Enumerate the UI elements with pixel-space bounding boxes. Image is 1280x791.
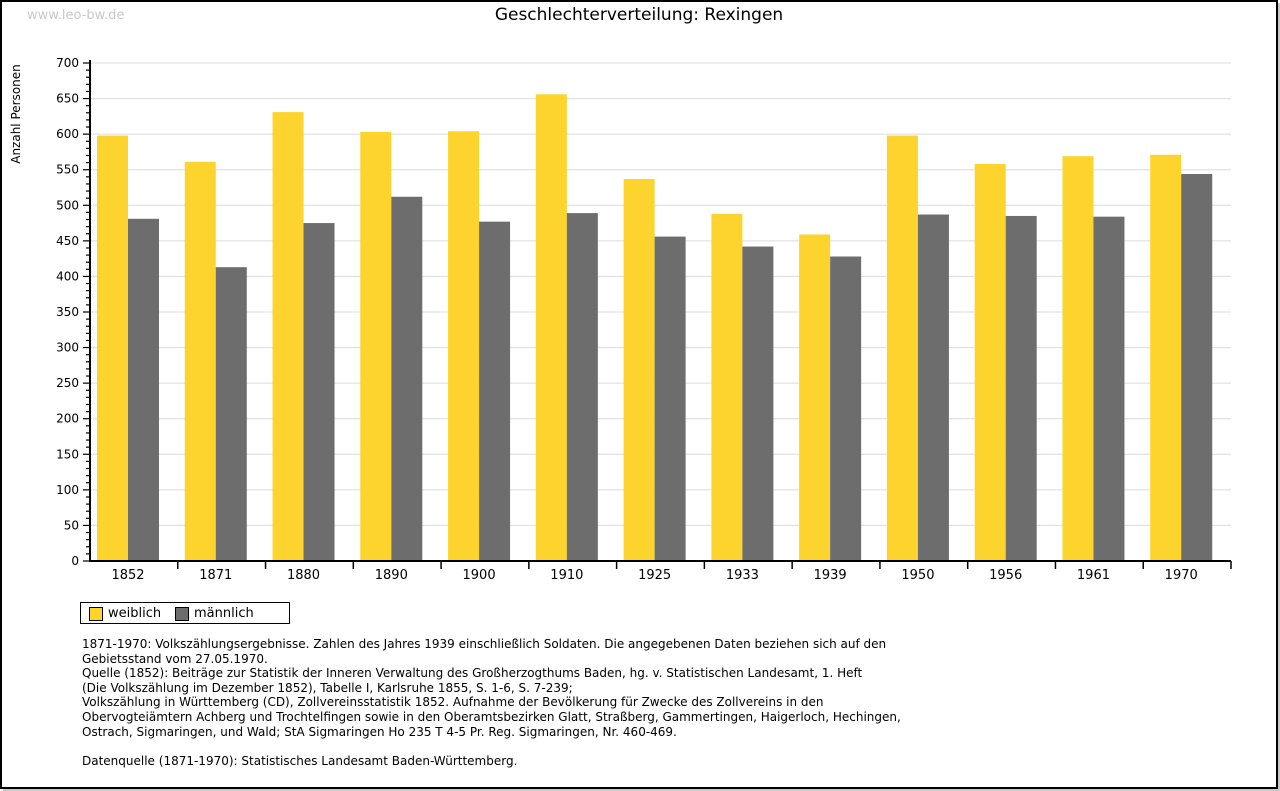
bar-maennlich-1910 <box>566 213 598 561</box>
y-tick-label: 350 <box>56 305 79 319</box>
y-tick-label: 600 <box>56 127 79 141</box>
footer-line: 1871-1970: Volkszählungsergebnisse. Zahl… <box>82 637 887 651</box>
y-tick-label: 450 <box>56 234 79 248</box>
y-tick-label: 50 <box>64 518 79 532</box>
y-tick-label: 550 <box>56 163 79 177</box>
footer-line: Gebietsstand vom 27.05.1970. <box>82 651 268 666</box>
bar-weiblich-1900 <box>448 131 480 561</box>
bar-maennlich-1871 <box>215 267 247 561</box>
bar-maennlich-1933 <box>742 246 774 561</box>
x-tick-label: 1961 <box>1077 568 1110 583</box>
x-tick-label: 1910 <box>550 568 583 583</box>
bar-weiblich-1956 <box>974 164 1006 561</box>
footer-line: Volkszählung in Württemberg (CD), Zollve… <box>82 695 824 710</box>
y-tick-label: 150 <box>56 447 79 461</box>
page-title: Geschlechterverteilung: Rexingen <box>494 5 784 25</box>
y-tick-label: 650 <box>56 92 79 106</box>
x-tick-label: 1880 <box>287 568 320 583</box>
legend-label-weiblich: weiblich <box>108 606 162 621</box>
bar-weiblich-1961 <box>1062 156 1094 561</box>
footer-line: Ostrach, Sigmaringen, und Wald; StA Sigm… <box>82 724 677 739</box>
y-tick-label: 500 <box>56 198 79 212</box>
x-tick-label: 1933 <box>726 568 759 583</box>
y-tick-label: 100 <box>56 483 79 497</box>
bar-weiblich-1939 <box>799 234 831 561</box>
x-tick-label: 1950 <box>901 568 934 583</box>
x-tick-label: 1852 <box>111 568 144 583</box>
x-tick-label: 1970 <box>1165 568 1198 583</box>
source-notes: 1871-1970: Volkszählungsergebnisse. Zahl… <box>82 637 1222 768</box>
legend: weiblich männlich <box>80 602 290 624</box>
bar-weiblich-1910 <box>535 94 567 561</box>
y-axis-title: Anzahl Personen <box>9 64 23 164</box>
footer-line: Quelle (1852): Beiträge zur Statistik de… <box>82 666 863 681</box>
bar-maennlich-1939 <box>830 256 862 561</box>
bar-maennlich-1890 <box>391 196 423 561</box>
bar-weiblich-1880 <box>272 112 304 562</box>
bar-maennlich-1970 <box>1181 173 1213 562</box>
x-tick-label: 1925 <box>638 568 671 583</box>
y-tick-label: 250 <box>56 376 79 390</box>
footer-line <box>82 739 1222 754</box>
bar-weiblich-1871 <box>184 161 216 562</box>
bar-weiblich-1933 <box>711 213 743 561</box>
y-tick-label: 300 <box>56 341 79 355</box>
bar-weiblich-1925 <box>623 178 655 561</box>
bar-weiblich-1852 <box>97 135 128 561</box>
x-tick-label: 1956 <box>989 568 1022 583</box>
footer-line: Datenquelle (1871-1970): Statistisches L… <box>82 753 518 768</box>
y-tick-label: 400 <box>56 269 79 283</box>
bar-chart: 1852 1871 1880 1890 1900 1910 1925 1933 1939 1950… <box>9 56 1232 583</box>
bar-maennlich-1961 <box>1093 216 1125 561</box>
x-tick-label: 1890 <box>375 568 408 583</box>
x-tick-label: 1871 <box>199 568 232 583</box>
legend-swatch-weiblich <box>89 607 103 621</box>
y-tick-label: 700 <box>56 56 79 70</box>
bar-maennlich-1956 <box>1005 215 1037 561</box>
y-tick-label: 0 <box>71 554 79 568</box>
bar-weiblich-1890 <box>360 132 392 561</box>
legend-label-maennlich: männlich <box>194 606 254 621</box>
bar-maennlich-1900 <box>479 221 511 562</box>
bar-maennlich-1950 <box>917 214 949 561</box>
bar-maennlich-1880 <box>303 223 335 562</box>
bar-maennlich-1852 <box>128 218 159 561</box>
footer-line: (Die Volkszählung im Dezember 1852), Tab… <box>82 680 573 695</box>
y-tick-label: 200 <box>56 412 79 426</box>
watermark: www.leo-bw.de <box>27 8 125 23</box>
x-tick-label: 1939 <box>814 568 847 583</box>
legend-swatch-maennlich <box>175 607 189 621</box>
footer-line: Obervogteiämtern Achberg und Trochtelfin… <box>82 709 901 724</box>
bar-maennlich-1925 <box>654 236 686 562</box>
bar-weiblich-1950 <box>886 135 918 561</box>
x-tick-label: 1900 <box>463 568 496 583</box>
bar-weiblich-1970 <box>1150 154 1182 561</box>
